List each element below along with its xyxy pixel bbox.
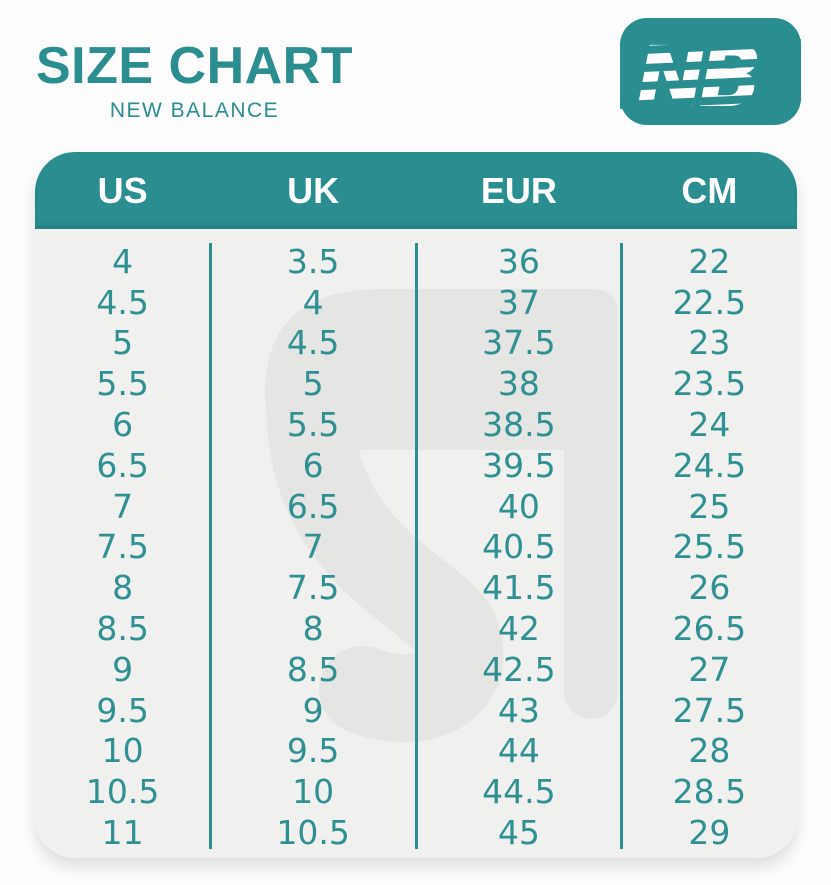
size-cell: 45 [497,813,540,853]
page-subtitle: NEW BALANCE [109,99,280,122]
table-row: 10.5 10 44.5 28.5 [35,771,797,812]
size-cell: 22 [688,241,731,281]
size-cell: 9 [302,690,324,730]
table-row: 11 10.5 45 29 [35,812,797,853]
table-row: 6.5 6 39.5 24.5 [35,445,797,486]
size-cell: 27.5 [672,690,747,730]
table-row: 10 9.5 44 28 [35,731,797,772]
table-row: 7.5 7 40.5 25.5 [35,527,797,568]
size-cell: 4 [302,282,324,322]
size-cell: 28.5 [672,772,747,812]
size-cell: 23.5 [672,364,747,404]
size-cell: 26.5 [672,609,747,649]
size-cell: 38.5 [482,405,556,445]
size-cell: 4.5 [96,282,149,322]
size-cell: 36 [497,241,540,281]
table-row: 9.5 9 43 27.5 [35,690,797,731]
size-cell: 8 [112,568,134,608]
size-cell: 8.5 [96,609,149,649]
size-cell: 39.5 [482,445,556,485]
size-cell: 10 [292,772,335,812]
size-cell: 4 [112,241,134,281]
column-header-uk: UK [287,169,340,211]
size-cell: 37 [497,282,540,322]
size-cell: 25.5 [672,527,747,567]
size-cell: 23 [688,323,731,363]
column-divider [620,243,624,849]
column-header-eur: EUR [480,169,557,211]
size-cell: 25 [688,486,731,526]
title-block: SIZE CHART NEW BALANCE [36,40,353,123]
size-table-header: US UK EUR CM [35,152,797,229]
column-header-cm: CM [681,169,738,211]
table-row: 5 4.5 37.5 23 [35,323,797,364]
size-cell: 7.5 [286,568,340,608]
size-cell: 41.5 [482,568,556,608]
table-row: 8 7.5 41.5 26 [35,567,797,608]
page-title: SIZE CHART [36,37,353,95]
size-cell: 42 [497,609,540,649]
size-cell: 26 [688,568,731,608]
size-cell: 10 [101,731,144,771]
table-row: 7 6.5 40 25 [35,486,797,527]
size-cell: 6.5 [96,445,149,485]
size-cell: 9.5 [96,690,149,730]
size-cell: 6.5 [286,486,340,526]
size-cell: 42.5 [482,649,556,689]
size-cell: 10.5 [85,772,160,812]
table-row: 4 3.5 36 22 [35,241,797,282]
table-row: 9 8.5 42.5 27 [35,649,797,690]
table-row: 8.5 8 42 26.5 [35,608,797,649]
size-cell: 5.5 [96,364,149,404]
size-table-rows: 4 3.5 36 22 4.5 4 37 22.5 5 4.5 37.5 23 5.5 5 38 23.5 6 5… [35,229,797,858]
size-cell: 10.5 [276,813,350,853]
size-cell: 40.5 [482,527,556,567]
table-row: 4.5 4 37 22.5 [35,282,797,323]
size-cell: 38 [497,364,540,404]
column-header-us: US [97,169,148,211]
size-cell: 7 [302,527,324,567]
size-cell: 22.5 [672,282,747,322]
table-row: 6 5.5 38.5 24 [35,404,797,445]
size-cell: 9 [112,649,134,689]
size-cell: 37.5 [482,323,556,363]
size-cell: 4.5 [286,323,340,363]
size-cell: 40 [497,486,540,526]
size-cell: 29 [688,813,731,853]
size-cell: 44 [497,731,540,771]
size-cell: 11 [101,813,144,853]
column-divider [414,243,418,849]
size-cell: 5 [112,323,134,363]
new-balance-logo-icon: NB [619,18,802,126]
size-table: US UK EUR CM 4 3.5 36 22 4.5 4 37 22.5 5 4.5 37.5 2… [35,152,797,858]
size-cell: 9.5 [286,731,340,771]
size-cell: 6 [302,445,324,485]
size-cell: 43 [497,690,540,730]
size-cell: 24.5 [672,445,747,485]
background-watermark [265,289,618,742]
size-cell: 5 [302,364,324,404]
table-row: 5.5 5 38 23.5 [35,363,797,404]
column-divider [208,243,212,849]
size-cell: 5.5 [286,405,340,445]
size-cell: 3.5 [286,241,340,281]
size-cell: 8 [302,609,324,649]
size-cell: 7 [112,486,134,526]
size-cell: 6 [112,405,134,445]
size-cell: 44.5 [482,772,556,812]
size-cell: 27 [688,649,731,689]
size-cell: 24 [688,405,731,445]
size-cell: 8.5 [286,649,340,689]
size-cell: 28 [688,731,731,771]
size-cell: 7.5 [96,527,149,567]
